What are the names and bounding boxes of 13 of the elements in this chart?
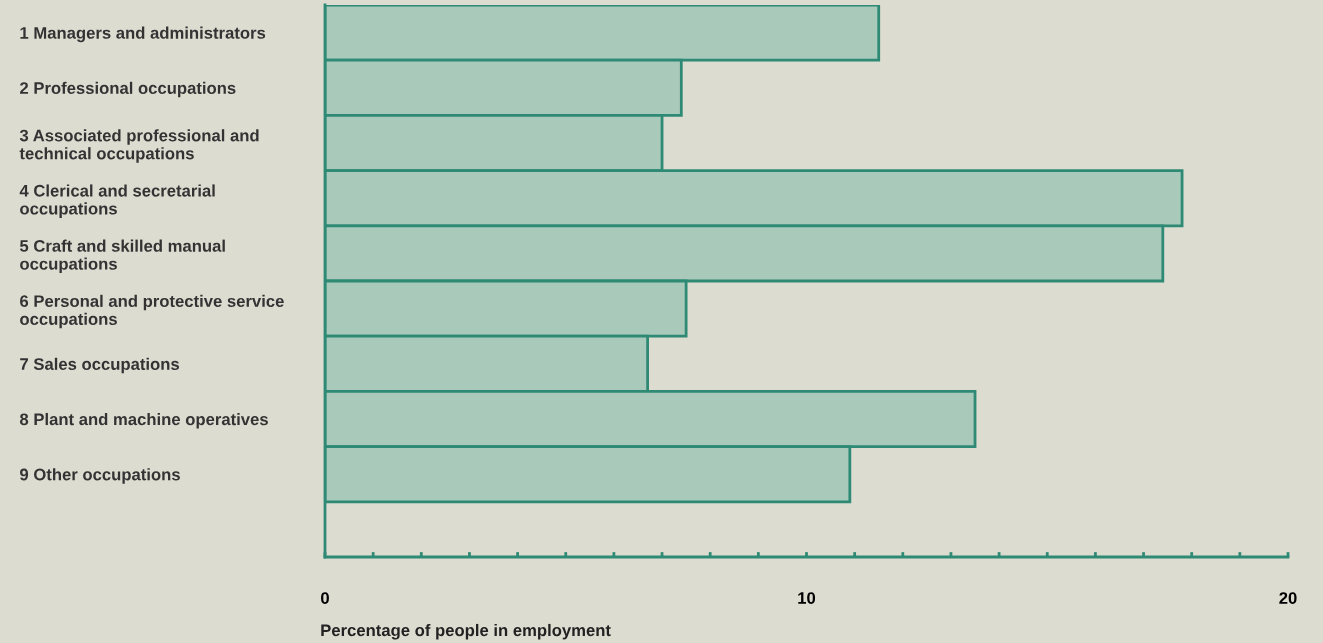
y-tick-label: 9 Other occupations <box>20 468 180 484</box>
y-tick-label: 2 Professional occupations <box>20 81 236 98</box>
y-tick-label: 7 Sales occupations <box>20 357 180 374</box>
y-tick-label: 6 Personal and protective service occupations <box>20 294 284 329</box>
x-axis-title: Percentage of people in employment <box>321 623 611 640</box>
y-tick-label: 8 Plant and machine operatives <box>19 412 268 429</box>
x-tick-label: 10 <box>798 592 816 604</box>
y-tick-label: 3 Associated professional and technical occupations <box>19 129 259 163</box>
x-tick-label: 0 <box>321 592 329 604</box>
x-tick-label: 20 <box>1279 592 1297 604</box>
y-tick-label: 1 Managers and administrators <box>20 26 266 43</box>
y-tick-label: 5 Craft and skilled manual occupations <box>19 239 225 274</box>
y-tick-label: 4 Clerical and secretarial occupations <box>19 184 215 218</box>
